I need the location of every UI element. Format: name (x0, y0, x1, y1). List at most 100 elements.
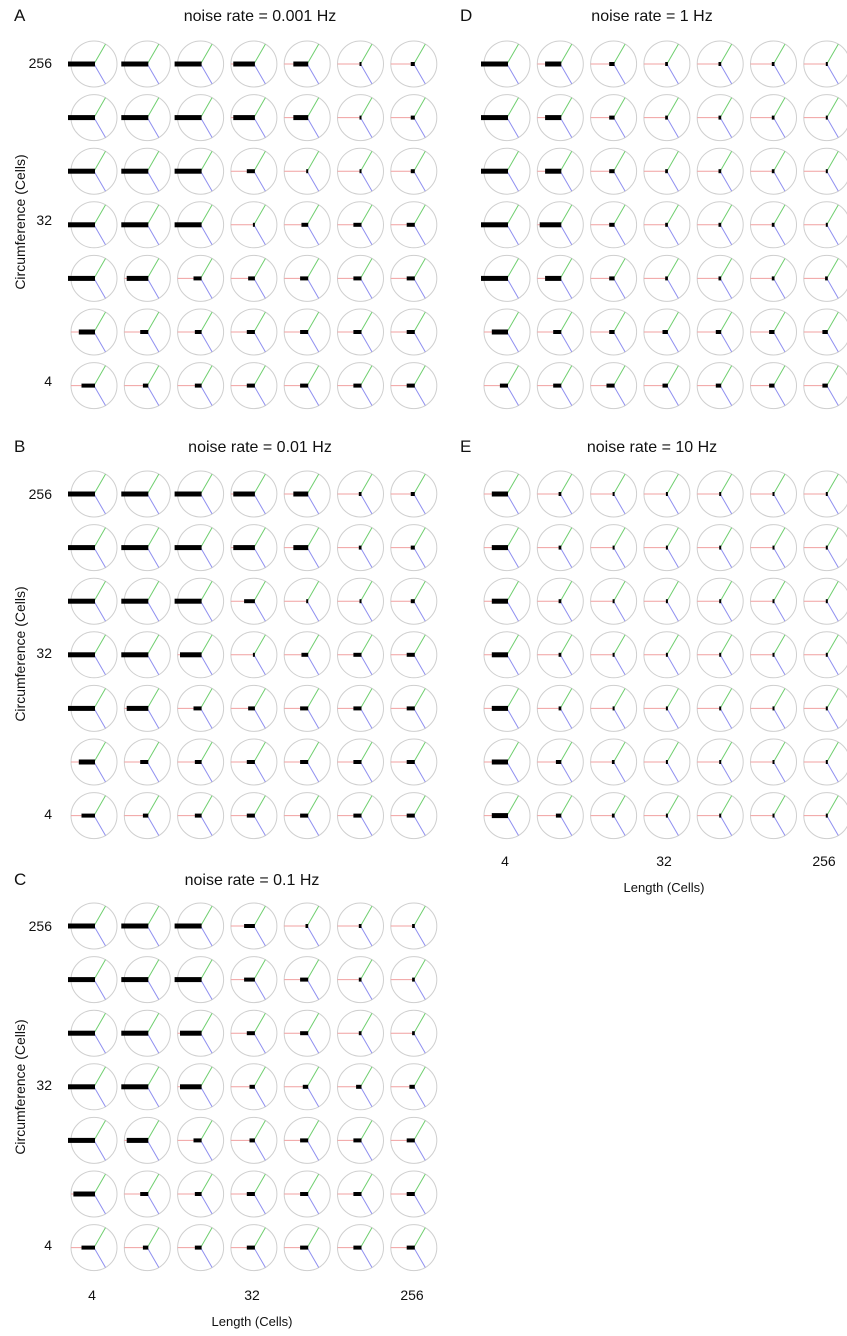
glyph-axis-b (146, 224, 160, 245)
glyph-axis-b (200, 493, 213, 515)
glyph-axis-a (200, 311, 213, 333)
glyph-marker (545, 115, 562, 121)
glyph-axis-a (773, 581, 786, 602)
glyph-axis-b (719, 600, 733, 622)
glyph-axis-b (613, 278, 626, 299)
glyph-marker (353, 760, 362, 764)
glyph-axis-a (146, 1013, 160, 1034)
glyph-marker (611, 813, 615, 818)
glyph-cell (696, 792, 744, 840)
glyph-cell (337, 631, 384, 679)
glyph-axis-a (559, 473, 573, 495)
glyph-axis-b (93, 708, 106, 729)
glyph-axis-a (253, 795, 266, 816)
glyph-axis-b (506, 63, 519, 85)
glyph-cell (283, 1116, 331, 1164)
glyph-axis-a (253, 1173, 266, 1195)
glyph-marker (300, 383, 309, 388)
glyph-cell (177, 1116, 225, 1164)
glyph-axis-b (506, 117, 519, 138)
glyph-axis-a (200, 905, 213, 927)
glyph-axis-a (306, 365, 320, 386)
glyph-cell (590, 792, 638, 840)
glyph-axis-b (773, 117, 786, 138)
glyph-axis-b (719, 547, 733, 568)
glyph-axis-b (506, 278, 519, 299)
glyph-axis-b (200, 1140, 213, 1161)
glyph-cell (590, 470, 638, 518)
glyph-axis-a (719, 365, 733, 386)
glyph-axis-b (253, 1193, 266, 1215)
glyph-axis-a (306, 527, 320, 548)
glyph-axis-b (360, 815, 373, 836)
glyph-axis-b (360, 654, 373, 675)
glyph-marker (771, 169, 775, 174)
glyph-axis-a (666, 258, 679, 279)
glyph-marker (491, 598, 508, 604)
glyph-cell (337, 956, 384, 1004)
glyph-marker (68, 977, 95, 983)
glyph-axis-a (506, 311, 519, 333)
glyph-axis-a (200, 43, 213, 65)
glyph-axis-b (506, 170, 519, 192)
glyph-cell (590, 631, 638, 679)
glyph-axis-a (413, 581, 426, 602)
glyph-marker (194, 383, 202, 388)
glyph-axis-a (666, 365, 679, 386)
glyph-marker (194, 330, 202, 334)
glyph-cell (590, 308, 638, 356)
glyph-axis-b (719, 331, 733, 353)
glyph-cell (643, 524, 691, 572)
glyph-marker (121, 977, 149, 983)
glyph-marker (406, 1192, 415, 1196)
glyph-axis-b (773, 385, 786, 406)
glyph-axis-b (666, 385, 679, 406)
glyph-axis-b (360, 1086, 373, 1107)
glyph-marker (78, 759, 95, 765)
glyph-marker (68, 222, 95, 228)
glyph-axis-a (200, 1173, 213, 1195)
glyph-cell (643, 792, 691, 840)
glyph-axis-a (559, 97, 573, 118)
glyph-axis-a (826, 97, 839, 118)
glyph-marker (665, 545, 668, 550)
glyph-axis-a (613, 204, 626, 226)
glyph-marker (193, 706, 202, 711)
glyph-marker (140, 330, 149, 334)
glyph-cell (750, 362, 797, 410)
glyph-axis-a (826, 365, 839, 386)
glyph-axis-b (613, 493, 626, 515)
glyph-axis-a (200, 97, 213, 118)
glyph-cell (390, 1224, 438, 1272)
glyph-marker (68, 1137, 95, 1143)
glyph-marker (142, 813, 149, 818)
glyph-cell (174, 956, 225, 1004)
glyph-cell (177, 631, 225, 679)
glyph-marker (412, 1031, 415, 1036)
glyph-marker (715, 383, 722, 388)
glyph-cell (643, 254, 691, 302)
glyph-marker (772, 492, 775, 496)
glyph-axis-a (93, 795, 106, 816)
glyph-marker (244, 924, 255, 928)
glyph-axis-b (306, 331, 320, 353)
glyph-axis-b (93, 1086, 106, 1107)
glyph-marker (481, 222, 508, 228)
glyph-marker (246, 760, 255, 764)
glyph-axis-b (826, 117, 839, 138)
glyph-cell (177, 684, 225, 732)
glyph-axis-a (200, 151, 213, 172)
glyph-marker (771, 115, 775, 120)
glyph-marker (558, 599, 562, 604)
glyph-axis-a (93, 151, 106, 172)
glyph-axis-b (559, 385, 573, 406)
glyph-cell (536, 631, 584, 679)
glyph-cell (68, 902, 118, 950)
glyph-cell (390, 956, 438, 1004)
glyph-axis-b (360, 493, 373, 515)
glyph-axis-a (613, 365, 626, 386)
glyph-marker (353, 706, 362, 711)
glyph-marker (358, 492, 362, 496)
glyph-axis-b (613, 815, 626, 836)
